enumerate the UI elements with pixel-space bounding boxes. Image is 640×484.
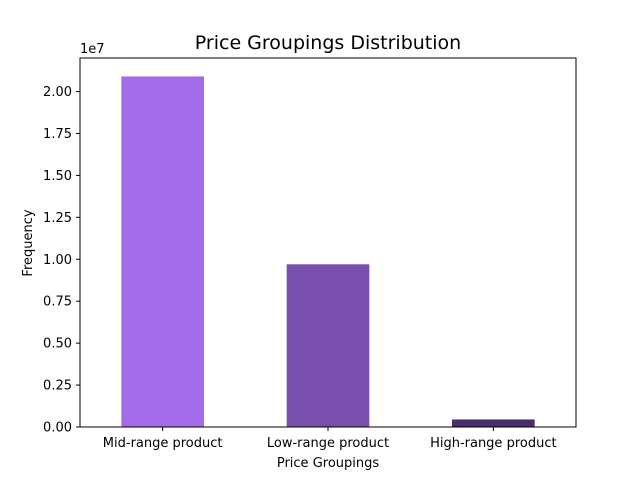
bar-low-range-product [286, 264, 370, 427]
x-axis-label: Price Groupings [277, 456, 380, 471]
y-tick-label: 1.75 [43, 127, 72, 142]
y-tick-label: 0.75 [43, 295, 72, 310]
y-tick-label: 1.00 [43, 253, 72, 268]
y-axis-label: Frequency [21, 209, 36, 276]
x-tick-label: Mid-range product [103, 436, 223, 451]
x-axis-ticks: Mid-range product Low-range product High-r… [103, 427, 557, 451]
bars-group [121, 76, 535, 427]
x-tick-label: High-range product [430, 436, 557, 451]
y-tick-label: 0.50 [43, 337, 72, 352]
y-axis-offset-label: 1e7 [80, 42, 105, 57]
y-axis-ticks: 0.00 0.25 0.50 0.75 1.00 1.25 1.50 1.75 2.00 [43, 85, 80, 436]
y-tick-label: 0.25 [43, 379, 72, 394]
plot-frame [79, 57, 577, 428]
bar-mid-range-product [121, 76, 204, 427]
y-tick-label: 2.00 [43, 85, 72, 100]
chart-title: Price Groupings Distribution [195, 32, 461, 54]
bar-high-range-product [452, 419, 535, 427]
y-tick-label: 0.00 [43, 421, 72, 436]
y-tick-label: 1.25 [43, 211, 72, 226]
x-tick-label: Low-range product [267, 436, 389, 451]
y-tick-label: 1.50 [43, 169, 72, 184]
